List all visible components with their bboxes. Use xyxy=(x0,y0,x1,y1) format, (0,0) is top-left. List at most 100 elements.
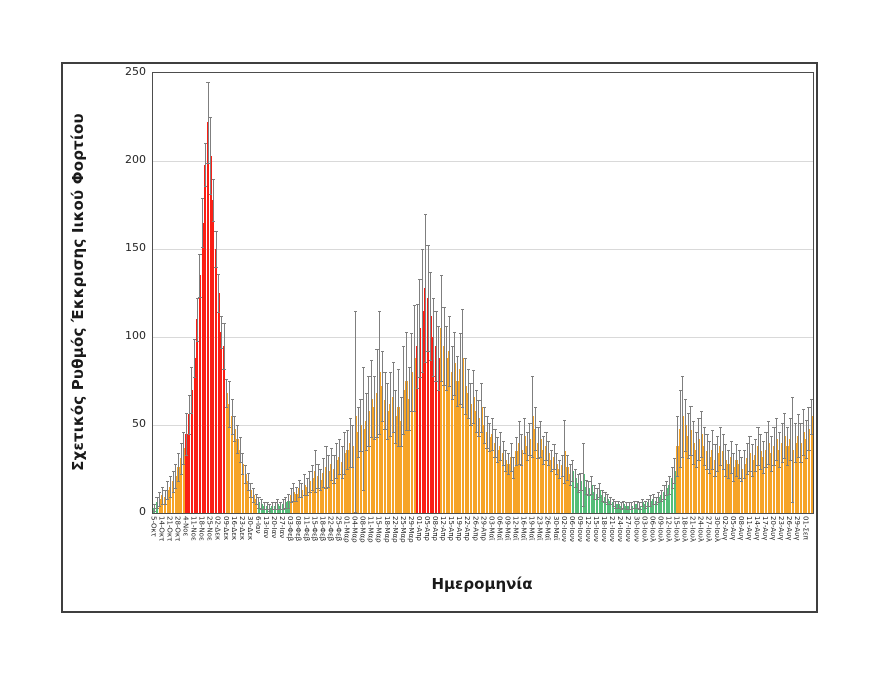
error-bar-cap xyxy=(742,477,747,479)
gridline xyxy=(153,425,813,426)
bar xyxy=(378,372,381,513)
bar xyxy=(367,410,370,513)
bar xyxy=(472,396,475,513)
x-tick-label: 28-Οκτ xyxy=(173,516,182,542)
error-bar-cap xyxy=(785,426,790,428)
bar xyxy=(604,497,607,513)
x-tick-label: 5-Οκτ xyxy=(149,516,158,537)
bar xyxy=(665,488,668,513)
error-bar-cap xyxy=(683,398,688,400)
error-bar xyxy=(290,488,292,503)
error-bar xyxy=(451,345,453,399)
error-bar-cap xyxy=(378,433,382,435)
error-bar-cap xyxy=(168,497,173,499)
error-bar xyxy=(269,504,271,512)
error-bar-cap xyxy=(209,194,213,196)
bar xyxy=(536,442,540,513)
error-bar xyxy=(757,426,759,466)
error-bar-cap xyxy=(512,456,516,458)
x-tick-label: 12-Ιουλ xyxy=(664,516,673,542)
bar xyxy=(346,449,349,513)
error-bar-cap xyxy=(383,372,387,374)
bar xyxy=(341,461,344,513)
error-bar-cap xyxy=(791,502,795,504)
error-bar-cap xyxy=(767,421,771,423)
error-bar-cap xyxy=(732,453,736,455)
error-bar-cap xyxy=(568,463,572,465)
error-bar-cap xyxy=(788,460,792,462)
error-bar-cap xyxy=(748,470,752,472)
bar xyxy=(204,164,207,513)
error-bar-cap xyxy=(412,410,417,412)
error-bar-cap xyxy=(616,500,621,502)
error-bar xyxy=(293,483,295,501)
error-bar-cap xyxy=(415,388,419,390)
x-tick-label: 01-Μαρ xyxy=(342,516,351,543)
error-bar-cap xyxy=(490,417,494,419)
error-bar-cap xyxy=(740,456,744,458)
error-bar-cap xyxy=(195,298,199,300)
y-tick-label: 150 xyxy=(125,241,146,254)
error-bar-cap xyxy=(270,502,274,504)
error-bar xyxy=(805,419,807,459)
error-bar xyxy=(389,372,391,436)
bar xyxy=(504,460,507,513)
error-bar-cap xyxy=(573,486,578,488)
x-tick-label: 15-Ιουν xyxy=(592,516,601,542)
error-bar xyxy=(462,308,464,408)
error-bar xyxy=(470,382,472,425)
error-bar-cap xyxy=(509,442,513,444)
error-bar-cap xyxy=(407,430,411,432)
bar xyxy=(692,442,695,513)
error-bar-cap xyxy=(724,444,728,446)
error-bar xyxy=(615,500,617,508)
error-bar-cap xyxy=(740,481,744,483)
x-tick-label: 4-Νοε xyxy=(181,516,190,537)
error-bar xyxy=(553,444,555,469)
bar xyxy=(579,481,582,513)
error-bar-cap xyxy=(780,461,784,463)
error-bar-cap xyxy=(353,512,358,514)
error-bar-cap xyxy=(340,446,344,448)
bar xyxy=(488,437,491,513)
bar xyxy=(773,446,776,513)
error-bar xyxy=(542,435,544,464)
error-bar-cap xyxy=(700,410,704,412)
error-bar-cap xyxy=(732,481,736,483)
bar xyxy=(794,442,797,513)
error-bar xyxy=(658,491,660,503)
error-bar xyxy=(719,426,721,466)
x-tick-label: 27-Ιαν xyxy=(278,516,287,539)
error-bar xyxy=(577,474,579,492)
error-bar xyxy=(668,476,670,494)
error-bar-cap xyxy=(522,417,527,419)
error-bar-cap xyxy=(571,481,575,483)
error-bar xyxy=(703,426,705,466)
error-bar xyxy=(266,502,268,510)
error-bar-cap xyxy=(396,446,401,448)
error-bar-cap xyxy=(482,442,486,444)
x-tick-label: 30-Μαϊ xyxy=(551,516,560,541)
error-bar-cap xyxy=(270,509,274,511)
error-bar-cap xyxy=(273,502,277,504)
x-tick-label: 6-Ιαν xyxy=(253,516,262,534)
error-bar-cap xyxy=(622,500,626,502)
bar xyxy=(453,363,456,513)
bar xyxy=(182,447,185,513)
error-bar-cap xyxy=(670,488,674,490)
error-bar xyxy=(626,502,628,510)
bar xyxy=(247,481,250,513)
error-bar-cap xyxy=(362,490,366,492)
bar xyxy=(571,470,574,513)
error-bar xyxy=(172,470,174,492)
error-bar xyxy=(475,389,477,433)
bar xyxy=(660,495,663,513)
error-bar-cap xyxy=(442,307,446,309)
error-bar-cap xyxy=(598,497,602,499)
bar xyxy=(236,439,239,513)
x-tick-label: 24-Ιουλ xyxy=(696,516,705,542)
error-bar xyxy=(800,423,802,462)
error-bar-cap xyxy=(734,444,739,446)
error-bar xyxy=(677,416,678,477)
bar xyxy=(435,345,438,513)
